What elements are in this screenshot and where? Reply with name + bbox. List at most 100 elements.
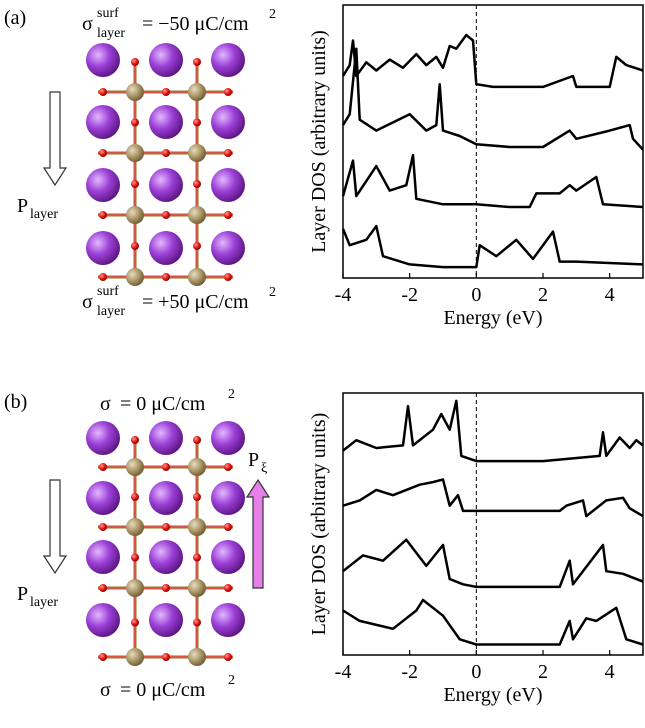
y-axis-label: Layer DOS (arbitrary units) (308, 30, 330, 253)
sigma-symbol: σ (100, 393, 111, 415)
sigma-exp: 2 (269, 7, 276, 22)
potassium-atom (86, 43, 120, 77)
oxygen-atom (162, 149, 170, 157)
sigma-rest: = −50 μC/cm (142, 13, 249, 35)
metal-atom (126, 144, 144, 162)
potassium-atom (211, 540, 245, 574)
x-tick-label: -4 (335, 661, 352, 683)
oxygen-atom (193, 58, 201, 66)
metal-atom (126, 458, 144, 476)
y-axis-label: Layer DOS (arbitrary units) (308, 413, 330, 636)
oxygen-atom (162, 88, 170, 96)
dos-curve (341, 153, 644, 209)
oxygen-atom (131, 242, 139, 250)
oxygen-atom (162, 463, 170, 471)
dos-curve (341, 33, 644, 89)
x-tick-label: 2 (538, 661, 548, 683)
oxygen-atom (131, 436, 139, 444)
oxygen-atom (224, 523, 232, 531)
x-tick-label: 4 (605, 284, 615, 306)
x-tick-label: 0 (471, 284, 481, 306)
oxygen-atom (193, 242, 201, 250)
oxygen-atom (99, 653, 107, 661)
potassium-atom (86, 540, 120, 574)
sigma-exp: 2 (228, 673, 235, 688)
dos-plots: -4 -2 0 2 4 Energy (eV) Layer DOS (arbitrary u… (308, 4, 644, 706)
metal-atom (126, 579, 144, 597)
oxygen-atom (131, 553, 139, 562)
sigma-rest: = 0 μC/cm (120, 679, 206, 701)
x-tick-label: 4 (605, 661, 615, 683)
potassium-atom (86, 603, 120, 637)
oxygen-atom (224, 149, 232, 157)
sigma-sub: layer (97, 26, 125, 41)
sigma-sup: surf (97, 6, 119, 21)
oxygen-atom (162, 653, 170, 661)
polarization-symbol: P (17, 195, 28, 217)
xi-sub: ξ (261, 461, 267, 476)
oxygen-atom (224, 463, 232, 471)
potassium-atom (149, 603, 183, 637)
potassium-atom (211, 421, 245, 455)
dos-curve (342, 399, 644, 463)
plot-frame (342, 392, 644, 656)
polarization-sub: layer (30, 595, 58, 610)
oxygen-atom (224, 584, 232, 592)
potassium-atom (211, 168, 245, 202)
x-tick-label: -2 (401, 284, 418, 306)
oxygen-atom (131, 118, 139, 127)
x-tick-label: -2 (401, 661, 418, 683)
dos-curve (342, 598, 644, 646)
metal-atom (188, 579, 206, 597)
sigma-symbol: σ (100, 679, 111, 701)
potassium-atom (86, 105, 120, 139)
oxygen-atom (193, 618, 201, 627)
potassium-atom (86, 168, 120, 202)
potassium-atom (149, 540, 183, 574)
x-tick-label: 0 (471, 661, 481, 683)
oxygen-atom (131, 493, 139, 501)
sigma-exp: 2 (269, 285, 276, 300)
dos-curve (341, 224, 644, 269)
sigma-sup: surf (97, 284, 119, 299)
potassium-atom (149, 481, 183, 515)
crystal-structures (86, 43, 245, 666)
oxygen-atom (224, 273, 232, 281)
potassium-atom (211, 603, 245, 637)
potassium-atom (149, 43, 183, 77)
sigma-rest: = 0 μC/cm (120, 393, 206, 415)
oxygen-atom (193, 118, 201, 127)
oxygen-atom (99, 463, 107, 471)
metal-atom (126, 83, 144, 101)
sigma-sub: layer (97, 304, 125, 319)
dos-curve (342, 478, 644, 518)
potassium-atom (211, 43, 245, 77)
polarization-sub: layer (30, 207, 58, 222)
metal-atom (126, 206, 144, 224)
xi-arrow (245, 478, 271, 589)
oxygen-atom (99, 88, 107, 96)
oxygen-atom (99, 523, 107, 531)
oxygen-atom (99, 584, 107, 592)
dos-curve (341, 47, 644, 151)
metal-atom (188, 648, 206, 666)
plot-frame (342, 4, 644, 279)
oxygen-atom (131, 58, 139, 66)
sigma-symbol: σ (82, 291, 93, 313)
sigma-symbol: σ (82, 13, 93, 35)
dos-curve (342, 538, 644, 589)
panel-label: (b) (4, 391, 27, 413)
oxygen-atom (224, 653, 232, 661)
metal-atom (188, 458, 206, 476)
metal-atom (188, 518, 206, 536)
oxygen-atom (162, 273, 170, 281)
oxygen-atom (162, 584, 170, 592)
oxygen-atom (193, 493, 201, 501)
xi-symbol: P (248, 449, 259, 471)
oxygen-atom (193, 436, 201, 444)
potassium-atom (86, 481, 120, 515)
potassium-atom (149, 168, 183, 202)
x-axis-label: Energy (eV) (443, 684, 542, 706)
potassium-atom (149, 105, 183, 139)
